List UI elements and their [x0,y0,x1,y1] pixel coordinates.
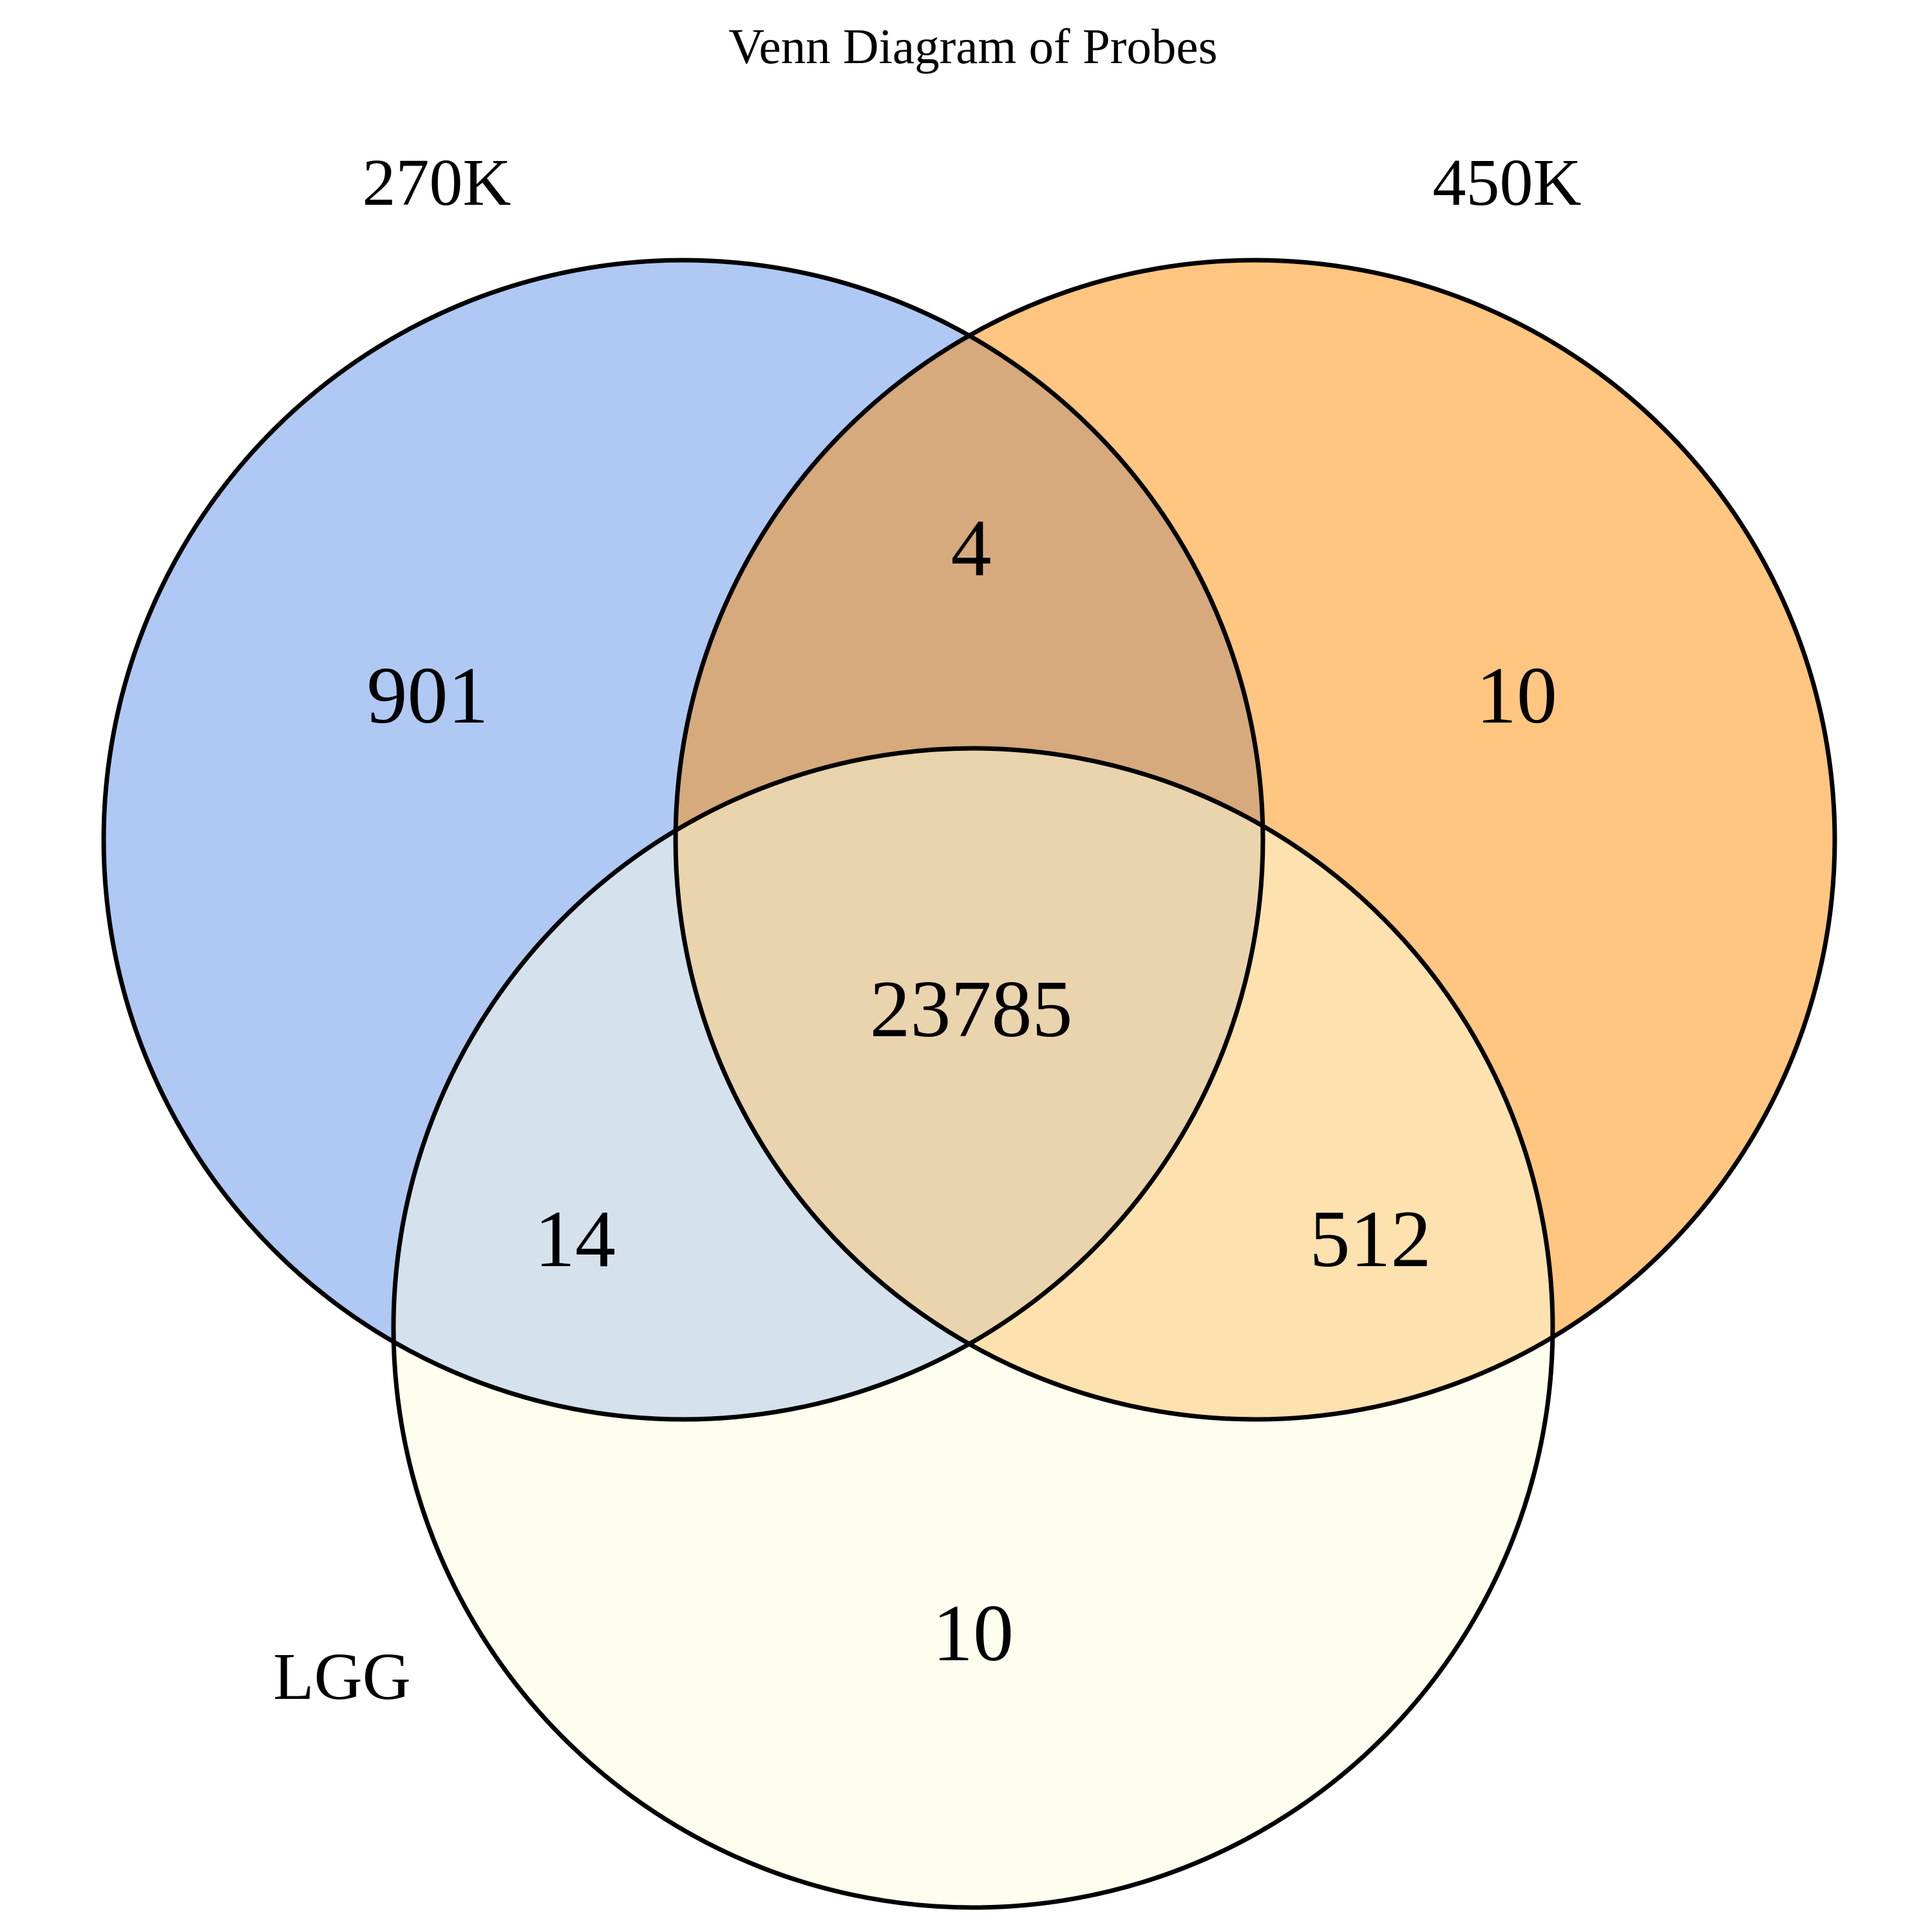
count-270k-only: 901 [367,651,489,741]
diagram-title: Venn Diagram of Probes [728,19,1217,74]
count-450k-lgg: 512 [1310,1195,1432,1284]
count-450k-only: 10 [1476,651,1557,741]
count-lgg-only: 10 [933,1589,1014,1678]
count-270k-lgg: 14 [535,1195,616,1284]
set-270k-outline [101,258,1265,1422]
set-label-450k: 450K [1432,146,1581,220]
count-all-three: 23785 [870,965,1073,1054]
set-label-270k: 270K [362,146,511,220]
set-450k-outline [673,258,1837,1422]
set-label-lgg: LGG [273,1640,411,1714]
count-270k-450k: 4 [951,504,992,593]
set-lgg-outline [391,746,1555,1910]
